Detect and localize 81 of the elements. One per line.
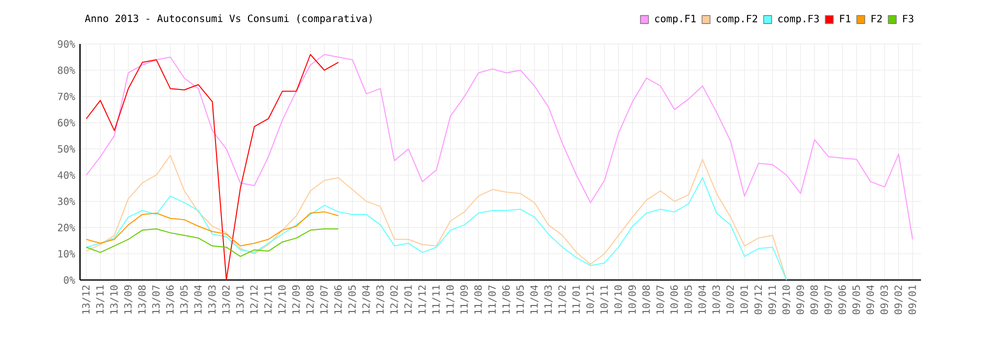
- legend-label: F2: [872, 14, 882, 22]
- legend-label: F1: [840, 14, 850, 22]
- x-tick-label: 09/02: [894, 286, 903, 314]
- x-tick-label: 12/03: [376, 285, 385, 314]
- x-tick-label: 10/10: [614, 285, 623, 314]
- x-tick-label: 09/08: [810, 285, 819, 314]
- line-series: [86, 177, 788, 280]
- x-tick-label: 13/01: [236, 285, 245, 314]
- chart-title: Anno 2013 - Autoconsumi Vs Consumi (comparativa): [84, 14, 372, 24]
- x-tick-label: 10/09: [628, 285, 637, 314]
- x-tick-label: 13/02: [222, 286, 231, 314]
- y-tick-label: 40%: [58, 171, 76, 179]
- x-tick-label: 10/12: [586, 286, 595, 314]
- x-tick-label: 12/01: [404, 285, 413, 314]
- x-tick-label: 12/11: [264, 285, 273, 314]
- x-tick-label: 13/11: [96, 285, 104, 314]
- x-tick-label: 12/05: [348, 286, 357, 314]
- x-tick-label: 11/11: [432, 285, 441, 314]
- x-tick-label: 13/08: [138, 285, 146, 314]
- y-tick-label: 80%: [58, 66, 76, 74]
- x-tick-label: 11/03: [544, 285, 553, 314]
- x-tick-label: 10/05: [684, 286, 693, 314]
- y-tick-label: 60%: [58, 118, 76, 126]
- x-tick-label: 10/08: [642, 285, 651, 314]
- x-tick-label: 12/12: [250, 286, 259, 314]
- x-tick-label: 12/07: [320, 285, 329, 314]
- x-tick-label: 10/02: [726, 286, 735, 314]
- x-tick-label: 12/02: [390, 286, 399, 314]
- x-tick-label: 13/10: [110, 285, 118, 314]
- x-tick-label: 10/03: [712, 285, 721, 314]
- x-tick-label: 12/10: [278, 285, 287, 314]
- x-tick-label: 13/04: [194, 285, 203, 314]
- x-tick-label: 12/06: [334, 285, 343, 314]
- x-tick-label: 09/06: [838, 285, 847, 314]
- x-tick-label: 13/07: [152, 285, 160, 314]
- legend-label: F3: [903, 14, 914, 22]
- x-tick-label: 09/05: [852, 286, 861, 314]
- x-tick-label: 11/09: [460, 285, 469, 314]
- x-tick-label: 09/10: [782, 285, 791, 314]
- x-tick-label: 12/09: [292, 285, 301, 314]
- legend-label: comp.F1: [655, 14, 696, 24]
- y-tick-label: 50%: [58, 145, 76, 153]
- x-tick-label: 13/09: [124, 285, 132, 314]
- x-tick-label: 09/03: [880, 285, 889, 314]
- x-tick-label: 11/05: [516, 286, 525, 314]
- legend-label: comp.F2: [716, 14, 758, 24]
- x-tick-label: 10/06: [670, 285, 679, 314]
- x-tick-label: 09/11: [768, 285, 777, 314]
- x-tick-label: 09/01: [908, 285, 917, 314]
- x-tick-label: 12/08: [306, 285, 315, 314]
- x-tick-label: 13/06: [166, 285, 175, 314]
- y-tick-label: 30%: [58, 198, 76, 206]
- x-tick-label: 13/03: [208, 285, 217, 314]
- x-tick-label: 09/07: [824, 285, 833, 314]
- legend-label: comp.F3: [778, 14, 819, 24]
- y-tick-label: 10%: [58, 250, 76, 258]
- x-tick-label: 11/12: [418, 286, 427, 314]
- x-tick-label: 13/05: [180, 286, 189, 314]
- x-tick-label: 11/06: [502, 285, 511, 314]
- line-series: [86, 228, 339, 257]
- x-tick-label: 11/10: [446, 285, 455, 314]
- x-tick-label: 10/07: [656, 285, 665, 314]
- x-tick-label: 09/09: [796, 285, 805, 314]
- x-tick-label: 11/08: [474, 285, 483, 314]
- line-series: [86, 211, 339, 246]
- y-tick-label: 90%: [58, 40, 76, 48]
- y-tick-label: 0%: [64, 276, 76, 284]
- x-tick-label: 09/12: [754, 286, 763, 314]
- x-tick-label: 13/12: [82, 286, 90, 314]
- x-tick-label: 09/04: [866, 285, 875, 314]
- y-tick-label: 70%: [58, 92, 76, 100]
- x-tick-label: 10/04: [698, 285, 707, 314]
- x-tick-label: 11/07: [488, 285, 497, 314]
- y-tick-label: 20%: [58, 224, 76, 232]
- x-tick-label: 11/04: [530, 285, 539, 314]
- x-tick-label: 11/02: [558, 286, 567, 314]
- x-tick-label: 11/01: [572, 285, 581, 314]
- x-tick-label: 10/01: [740, 285, 749, 314]
- line-series: [86, 54, 339, 280]
- x-tick-label: 10/11: [600, 285, 609, 314]
- x-tick-label: 12/04: [362, 285, 371, 314]
